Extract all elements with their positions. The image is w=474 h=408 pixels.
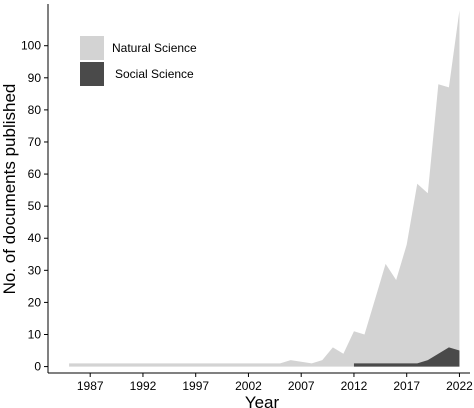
x-axis-title: Year (245, 393, 280, 408)
y-tick-label: 80 (28, 103, 42, 117)
x-tick-label: 2017 (393, 379, 420, 393)
legend-label: Natural Science (112, 41, 197, 55)
x-tick-label: 1992 (130, 379, 157, 393)
y-tick-label: 60 (28, 167, 42, 181)
y-tick-label: 40 (28, 231, 42, 245)
x-ticks: 1987 1992 1997 2002 2007 2012 2017 2022 (77, 373, 473, 393)
axes (47, 4, 470, 374)
area-series-social-science (353, 347, 460, 367)
y-axis-title: No. of documents published (0, 84, 19, 295)
x-tick-label: 1987 (77, 379, 104, 393)
y-ticks: 0 10 20 30 40 50 60 70 80 90 100 (21, 39, 48, 374)
plot-areas (69, 10, 460, 367)
y-tick-label: 50 (28, 199, 42, 213)
x-tick-label: 2012 (341, 379, 368, 393)
y-tick-label: 20 (28, 295, 42, 309)
legend-swatch (80, 36, 104, 60)
x-tick-label: 2022 (446, 379, 473, 393)
x-tick-label: 1997 (182, 379, 209, 393)
legend: Natural Science Social Science (80, 36, 197, 86)
legend-label: Social Science (115, 67, 194, 81)
y-tick-label: 90 (28, 71, 42, 85)
y-tick-label: 10 (28, 327, 42, 341)
area-series-natural-science (69, 10, 460, 367)
y-tick-label: 30 (28, 263, 42, 277)
y-tick-label: 100 (21, 39, 41, 53)
x-tick-label: 2007 (288, 379, 315, 393)
y-tick-label: 70 (28, 135, 42, 149)
x-tick-label: 2002 (235, 379, 262, 393)
y-tick-label: 0 (34, 360, 41, 374)
legend-swatch (80, 62, 104, 86)
